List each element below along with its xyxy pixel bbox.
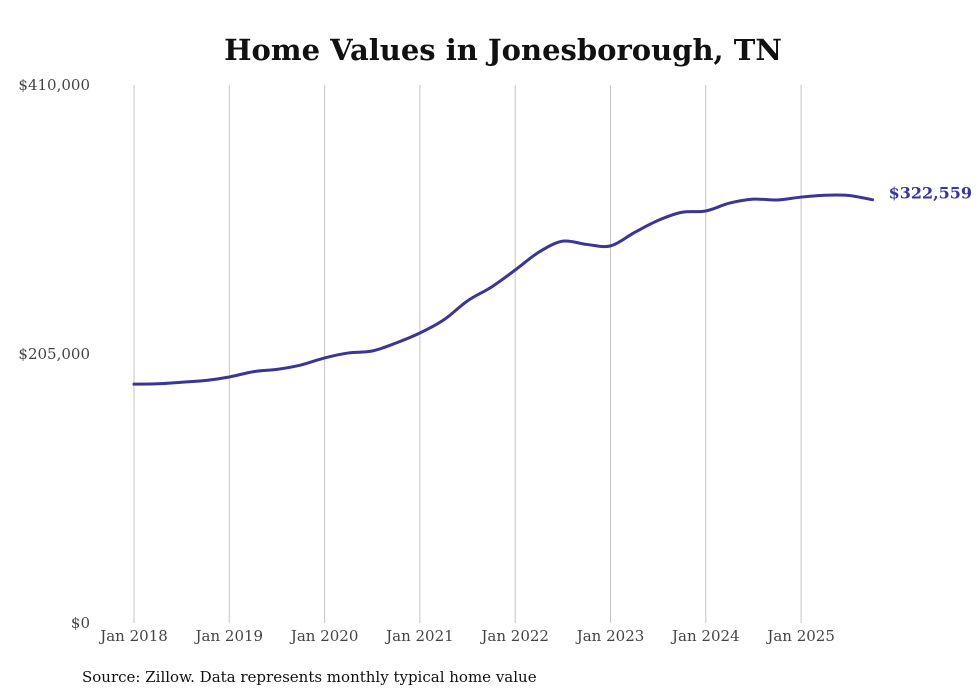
- x-tick-label: Jan 2019: [194, 627, 264, 645]
- x-tick-label: Jan 2022: [479, 627, 549, 645]
- chart-title: Home Values in Jonesborough, TN: [224, 33, 782, 67]
- x-tick-label: Jan 2024: [670, 627, 740, 645]
- x-tick-label: Jan 2020: [289, 627, 359, 645]
- x-tick-label: Jan 2021: [384, 627, 454, 645]
- grid-lines: [133, 85, 802, 623]
- x-tick-label: Jan 2023: [575, 627, 645, 645]
- end-value-label: $322,559: [889, 184, 973, 203]
- x-axis: Jan 2018 Jan 2019 Jan 2020 Jan 2021 Jan 2022…: [98, 627, 835, 645]
- x-tick-label: Jan 2018: [98, 627, 168, 645]
- y-axis: $0 $205,000 $410,000: [18, 76, 90, 632]
- y-tick-label: $0: [71, 614, 90, 632]
- y-tick-label: $410,000: [18, 76, 90, 94]
- x-tick-label: Jan 2025: [765, 627, 835, 645]
- series-line-home-value: [132, 193, 875, 386]
- source-note: Source: Zillow. Data represents monthly …: [82, 668, 537, 686]
- y-tick-label: $205,000: [18, 345, 90, 363]
